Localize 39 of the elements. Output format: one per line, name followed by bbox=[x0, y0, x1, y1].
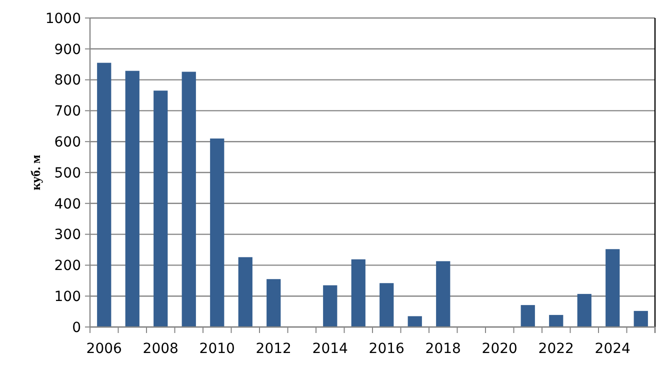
bar bbox=[210, 138, 224, 327]
bar bbox=[634, 310, 648, 327]
y-axis-title: куб. м bbox=[28, 154, 43, 190]
bar bbox=[549, 314, 564, 327]
y-tick-label: 100 bbox=[54, 289, 81, 305]
y-tick-label: 300 bbox=[54, 227, 81, 244]
x-tick-label: 2022 bbox=[538, 341, 574, 357]
bar bbox=[97, 62, 112, 327]
x-tick-label: 2014 bbox=[312, 341, 348, 357]
x-tick-label: 2016 bbox=[368, 341, 405, 357]
y-tick-label: 400 bbox=[54, 196, 81, 212]
y-tick-label: 800 bbox=[54, 72, 81, 89]
bar bbox=[238, 257, 252, 327]
y-tick-label: 1000 bbox=[45, 10, 81, 27]
bar bbox=[154, 90, 168, 327]
y-tick-label: 900 bbox=[54, 42, 81, 58]
y-tick-label: 0 bbox=[72, 320, 81, 336]
bar bbox=[323, 285, 338, 327]
x-tick-label: 2012 bbox=[256, 341, 292, 357]
y-tick-label: 700 bbox=[54, 104, 81, 120]
x-tick-label: 2006 bbox=[86, 341, 122, 357]
x-tick-label: 2024 bbox=[594, 341, 631, 357]
bar bbox=[606, 249, 620, 327]
y-tick-label: 200 bbox=[54, 258, 81, 274]
bar bbox=[408, 316, 422, 327]
bar bbox=[182, 72, 196, 327]
x-tick-label: 2010 bbox=[199, 341, 235, 357]
y-tick-label: 600 bbox=[54, 134, 81, 150]
x-tick-label: 2020 bbox=[482, 341, 518, 357]
x-tick-label: 2008 bbox=[142, 341, 178, 357]
bar bbox=[266, 279, 281, 327]
bar bbox=[436, 261, 450, 327]
x-tick-label: 2018 bbox=[425, 341, 461, 357]
bar bbox=[380, 283, 394, 327]
bar bbox=[520, 305, 535, 327]
bar bbox=[125, 70, 140, 327]
bar bbox=[351, 259, 366, 327]
bar bbox=[577, 294, 592, 327]
y-tick-label: 500 bbox=[54, 165, 81, 182]
